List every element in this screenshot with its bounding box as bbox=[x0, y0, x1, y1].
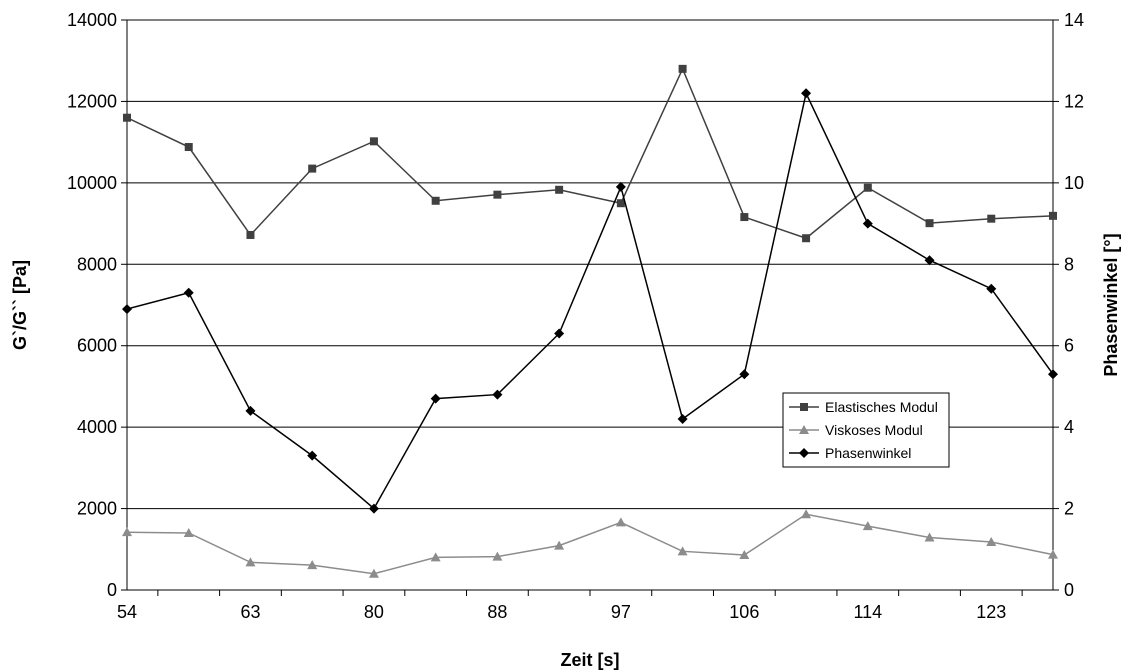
y-left-tick-label: 10000 bbox=[67, 173, 117, 193]
x-axis-title: Zeit [s] bbox=[560, 650, 619, 670]
data-point-phasenwinkel bbox=[183, 287, 194, 298]
data-point-viskoses-modul bbox=[430, 552, 441, 562]
series-viskoses-modul bbox=[122, 509, 1058, 578]
y-right-tick-label: 14 bbox=[1064, 10, 1084, 30]
data-point-viskoses-modul bbox=[986, 536, 997, 546]
data-point-viskoses-modul bbox=[801, 509, 812, 519]
data-point-elastisches-modul bbox=[863, 183, 872, 192]
data-point-viskoses-modul bbox=[307, 560, 318, 570]
series-line-phasenwinkel bbox=[126, 90, 1054, 510]
y-right-axis-title: Phasenwinkel [°] bbox=[1101, 233, 1121, 376]
y-left-tick-label: 8000 bbox=[77, 254, 117, 274]
y-right-tick-label: 4 bbox=[1064, 417, 1074, 437]
data-point-phasenwinkel bbox=[368, 503, 379, 514]
data-point-phasenwinkel bbox=[986, 283, 997, 294]
data-point-elastisches-modul bbox=[802, 234, 811, 243]
legend: Elastisches Modul Viskoses Modul Phasenwin… bbox=[782, 392, 950, 468]
y-left-tick-label: 6000 bbox=[77, 336, 117, 356]
series-elastisches-modul bbox=[123, 64, 1057, 243]
x-tick-label: 88 bbox=[487, 602, 507, 622]
y-right-tick-label: 10 bbox=[1064, 173, 1084, 193]
data-point-viskoses-modul bbox=[245, 557, 256, 567]
series-line-elastisches-modul bbox=[126, 66, 1054, 240]
data-point-elastisches-modul bbox=[987, 214, 996, 223]
legend-marker-viskoses-modul bbox=[799, 425, 809, 434]
data-point-elastisches-modul bbox=[555, 185, 564, 194]
data-point-elastisches-modul bbox=[925, 219, 934, 228]
legend-label-viskoses-modul: Viskoses Modul bbox=[825, 422, 923, 438]
data-point-phasenwinkel bbox=[430, 393, 441, 404]
y-right-tick-label: 0 bbox=[1064, 580, 1074, 600]
y-left-axis-title: G`/G`` [Pa] bbox=[10, 260, 30, 350]
data-point-elastisches-modul bbox=[493, 190, 502, 199]
data-point-phasenwinkel bbox=[492, 389, 503, 400]
data-point-viskoses-modul bbox=[924, 532, 935, 542]
data-point-elastisches-modul bbox=[616, 199, 625, 208]
data-point-elastisches-modul bbox=[1049, 211, 1057, 220]
y-right-tick-label: 12 bbox=[1064, 91, 1084, 111]
data-point-viskoses-modul bbox=[492, 551, 503, 561]
x-tick-label: 114 bbox=[853, 602, 882, 622]
data-point-viskoses-modul bbox=[677, 546, 688, 556]
legend-label-elastisches-modul: Elastisches Modul bbox=[825, 399, 938, 415]
data-point-phasenwinkel bbox=[677, 414, 688, 424]
y-left-tick-label: 2000 bbox=[77, 499, 117, 519]
x-tick-label: 106 bbox=[729, 602, 759, 622]
data-point-phasenwinkel bbox=[122, 304, 132, 315]
data-point-viskoses-modul bbox=[183, 528, 194, 537]
data-point-phasenwinkel bbox=[615, 181, 626, 192]
series-phasenwinkel bbox=[122, 88, 1058, 514]
data-point-elastisches-modul bbox=[123, 113, 131, 122]
legend-marker-phasenwinkel bbox=[799, 448, 809, 458]
x-tick-label: 80 bbox=[364, 602, 384, 622]
data-point-viskoses-modul bbox=[862, 521, 873, 531]
x-tick-label: 123 bbox=[976, 602, 1006, 622]
x-tick-label: 97 bbox=[611, 602, 631, 622]
data-point-viskoses-modul bbox=[368, 568, 379, 578]
y-left-tick-label: 12000 bbox=[67, 91, 117, 111]
data-point-phasenwinkel bbox=[862, 218, 873, 229]
data-point-phasenwinkel bbox=[307, 450, 318, 461]
axes: 0 2000 4000 6000 8000 10000 12000 14000 0 2 4 6 8 10 1… bbox=[10, 10, 1121, 670]
y-right-tick-label: 8 bbox=[1064, 254, 1074, 274]
series-group bbox=[122, 64, 1058, 578]
data-point-phasenwinkel bbox=[801, 88, 812, 99]
y-left-tick-label: 0 bbox=[107, 580, 117, 600]
data-point-phasenwinkel bbox=[924, 255, 935, 266]
data-point-elastisches-modul bbox=[184, 143, 193, 152]
gridlines bbox=[127, 19, 1053, 591]
legend-label-phasenwinkel: Phasenwinkel bbox=[825, 445, 911, 461]
y-left-tick-label: 14000 bbox=[67, 10, 117, 30]
series-line-viskoses-modul bbox=[126, 513, 1054, 575]
data-point-viskoses-modul bbox=[122, 527, 132, 537]
x-tick-label: 54 bbox=[117, 602, 137, 622]
data-point-viskoses-modul bbox=[615, 517, 626, 527]
data-point-elastisches-modul bbox=[740, 213, 749, 222]
y-right-tick-label: 6 bbox=[1064, 336, 1074, 356]
x-tick-label: 63 bbox=[240, 602, 260, 622]
y-left-tick-label: 4000 bbox=[77, 417, 117, 437]
data-point-elastisches-modul bbox=[369, 137, 378, 146]
data-point-phasenwinkel bbox=[1048, 369, 1058, 380]
data-point-viskoses-modul bbox=[739, 549, 750, 559]
data-point-phasenwinkel bbox=[739, 369, 750, 380]
data-point-viskoses-modul bbox=[554, 540, 565, 550]
data-point-elastisches-modul bbox=[308, 164, 317, 173]
data-point-elastisches-modul bbox=[678, 64, 687, 73]
data-point-elastisches-modul bbox=[246, 230, 255, 239]
legend-marker-elastisches-modul bbox=[800, 403, 808, 411]
data-point-phasenwinkel bbox=[554, 328, 565, 339]
data-point-phasenwinkel bbox=[245, 405, 256, 416]
y-right-tick-label: 2 bbox=[1064, 499, 1074, 519]
data-point-viskoses-modul bbox=[1048, 549, 1058, 559]
data-point-elastisches-modul bbox=[431, 196, 440, 205]
